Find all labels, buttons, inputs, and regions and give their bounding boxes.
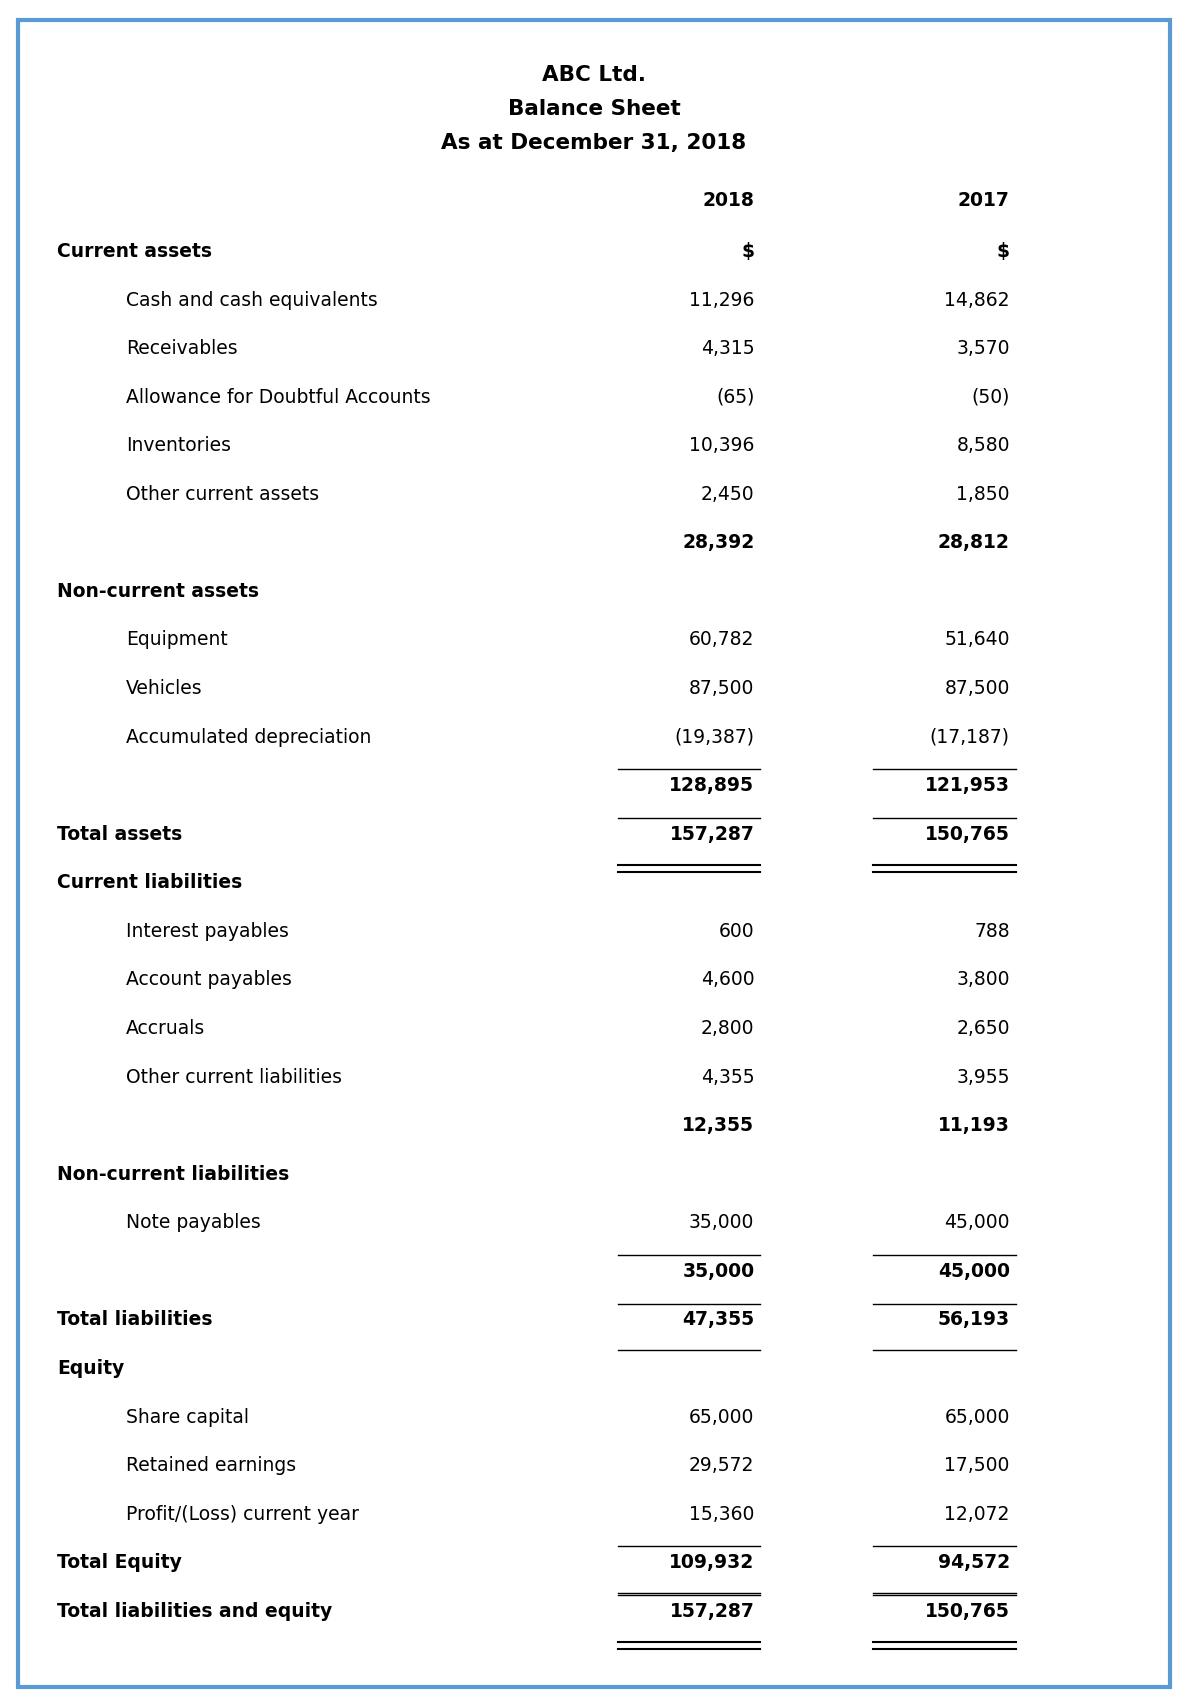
Text: (19,387): (19,387) <box>675 728 754 746</box>
Text: 2,650: 2,650 <box>956 1019 1010 1038</box>
Text: Note payables: Note payables <box>126 1213 260 1232</box>
Text: Total liabilities: Total liabilities <box>57 1310 213 1329</box>
Text: 2018: 2018 <box>702 191 754 210</box>
Text: Accruals: Accruals <box>126 1019 206 1038</box>
Text: 788: 788 <box>974 922 1010 941</box>
Text: 12,355: 12,355 <box>682 1116 754 1135</box>
Text: 3,955: 3,955 <box>956 1067 1010 1087</box>
Text: Allowance for Doubtful Accounts: Allowance for Doubtful Accounts <box>126 389 430 407</box>
Text: 3,800: 3,800 <box>956 971 1010 990</box>
Text: 121,953: 121,953 <box>924 777 1010 796</box>
FancyBboxPatch shape <box>18 20 1170 1687</box>
Text: Accumulated depreciation: Accumulated depreciation <box>126 728 372 746</box>
Text: Profit/(Loss) current year: Profit/(Loss) current year <box>126 1505 359 1523</box>
Text: 56,193: 56,193 <box>937 1310 1010 1329</box>
Text: Current assets: Current assets <box>57 242 211 261</box>
Text: 4,315: 4,315 <box>701 339 754 358</box>
Text: 2017: 2017 <box>958 191 1010 210</box>
Text: 4,355: 4,355 <box>701 1067 754 1087</box>
Text: Non-current liabilities: Non-current liabilities <box>57 1166 289 1184</box>
Text: (65): (65) <box>716 389 754 407</box>
Text: 87,500: 87,500 <box>689 680 754 699</box>
Text: (17,187): (17,187) <box>930 728 1010 746</box>
Text: 47,355: 47,355 <box>682 1310 754 1329</box>
Text: Equipment: Equipment <box>126 630 228 649</box>
Text: $: $ <box>997 242 1010 261</box>
Text: Inventories: Inventories <box>126 436 230 455</box>
Text: (50): (50) <box>972 389 1010 407</box>
Text: Balance Sheet: Balance Sheet <box>507 99 681 119</box>
Text: 35,000: 35,000 <box>682 1261 754 1281</box>
Text: 128,895: 128,895 <box>669 777 754 796</box>
Text: 109,932: 109,932 <box>669 1554 754 1573</box>
Text: 29,572: 29,572 <box>689 1455 754 1476</box>
Text: 45,000: 45,000 <box>944 1213 1010 1232</box>
Text: 2,450: 2,450 <box>701 484 754 504</box>
Text: 600: 600 <box>719 922 754 941</box>
Text: ABC Ltd.: ABC Ltd. <box>542 65 646 85</box>
Text: Cash and cash equivalents: Cash and cash equivalents <box>126 290 378 310</box>
Text: Share capital: Share capital <box>126 1408 249 1426</box>
Text: 11,296: 11,296 <box>689 290 754 310</box>
Text: 11,193: 11,193 <box>937 1116 1010 1135</box>
Text: 150,765: 150,765 <box>925 825 1010 843</box>
Text: 3,570: 3,570 <box>956 339 1010 358</box>
Text: 45,000: 45,000 <box>937 1261 1010 1281</box>
Text: 65,000: 65,000 <box>944 1408 1010 1426</box>
Text: 15,360: 15,360 <box>689 1505 754 1523</box>
Text: Vehicles: Vehicles <box>126 680 202 699</box>
Text: 87,500: 87,500 <box>944 680 1010 699</box>
Text: 12,072: 12,072 <box>944 1505 1010 1523</box>
Text: 28,392: 28,392 <box>682 533 754 552</box>
Text: Retained earnings: Retained earnings <box>126 1455 296 1476</box>
Text: As at December 31, 2018: As at December 31, 2018 <box>442 133 746 153</box>
Text: 150,765: 150,765 <box>925 1602 1010 1621</box>
Text: 10,396: 10,396 <box>689 436 754 455</box>
Text: Interest payables: Interest payables <box>126 922 289 941</box>
Text: 60,782: 60,782 <box>689 630 754 649</box>
Text: Total Equity: Total Equity <box>57 1554 182 1573</box>
Text: Other current liabilities: Other current liabilities <box>126 1067 342 1087</box>
Text: 8,580: 8,580 <box>956 436 1010 455</box>
Text: 51,640: 51,640 <box>944 630 1010 649</box>
Text: Current liabilities: Current liabilities <box>57 872 242 893</box>
Text: 157,287: 157,287 <box>670 1602 754 1621</box>
Text: 28,812: 28,812 <box>937 533 1010 552</box>
Text: Total assets: Total assets <box>57 825 182 843</box>
Text: Other current assets: Other current assets <box>126 484 320 504</box>
Text: Receivables: Receivables <box>126 339 238 358</box>
Text: 14,862: 14,862 <box>944 290 1010 310</box>
Text: Account payables: Account payables <box>126 971 292 990</box>
Text: Total liabilities and equity: Total liabilities and equity <box>57 1602 333 1621</box>
Text: 65,000: 65,000 <box>689 1408 754 1426</box>
Text: 157,287: 157,287 <box>670 825 754 843</box>
Text: Equity: Equity <box>57 1360 125 1379</box>
Text: 1,850: 1,850 <box>956 484 1010 504</box>
Text: 94,572: 94,572 <box>937 1554 1010 1573</box>
Text: 35,000: 35,000 <box>689 1213 754 1232</box>
Text: 2,800: 2,800 <box>701 1019 754 1038</box>
Text: $: $ <box>741 242 754 261</box>
Text: 4,600: 4,600 <box>701 971 754 990</box>
Text: Non-current assets: Non-current assets <box>57 581 259 602</box>
Text: 17,500: 17,500 <box>944 1455 1010 1476</box>
